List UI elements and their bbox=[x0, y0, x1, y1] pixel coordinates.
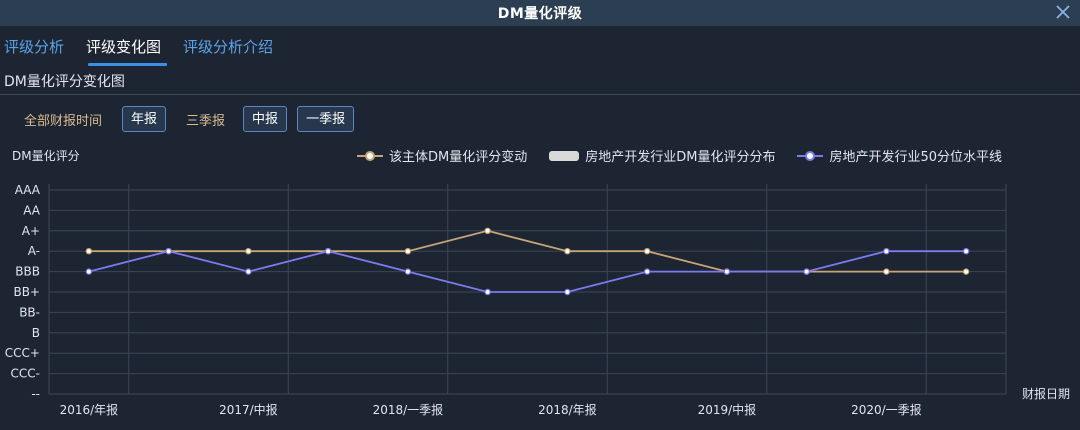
x-tick-label: 2018/年报 bbox=[538, 402, 597, 417]
y-tick-label: BB- bbox=[19, 305, 40, 319]
data-point bbox=[165, 247, 172, 255]
filter-half-year-button[interactable]: 中报 bbox=[243, 106, 288, 132]
legend-item-industry-median[interactable]: 房地产开发行业50分位水平线 bbox=[797, 146, 1002, 165]
data-point bbox=[883, 247, 890, 255]
data-point bbox=[564, 247, 571, 255]
legend-line-marker-icon bbox=[797, 150, 824, 161]
legend-label: 房地产开发行业50分位水平线 bbox=[829, 150, 1002, 165]
filter-q3[interactable]: 三季报 bbox=[186, 113, 226, 129]
legend-line-marker-icon bbox=[356, 150, 383, 161]
y-tick-label: AAA bbox=[15, 183, 41, 197]
data-point bbox=[643, 268, 651, 275]
data-point bbox=[324, 247, 332, 255]
tab-bar: 评级分析 评级变化图 评级分析介绍 bbox=[0, 30, 291, 66]
data-point bbox=[245, 247, 252, 255]
y-tick-label: CCC+ bbox=[5, 346, 40, 360]
y-tick-label: AA bbox=[23, 203, 41, 217]
data-point bbox=[883, 268, 890, 275]
y-tick-label: A+ bbox=[22, 224, 40, 238]
legend-item-industry-distribution[interactable]: 房地产开发行业DM量化评分分布 bbox=[549, 146, 775, 165]
section-title: DM量化评分变化图 bbox=[4, 74, 125, 90]
filter-annual-button[interactable]: 年报 bbox=[122, 106, 167, 132]
y-tick-label: -- bbox=[31, 387, 40, 401]
legend-label: 该主体DM量化评分变动 bbox=[388, 150, 528, 165]
filter-q1-button[interactable]: 一季报 bbox=[297, 106, 355, 132]
data-point bbox=[723, 268, 731, 275]
tab-rating-analysis-intro[interactable]: 评级分析介绍 bbox=[183, 38, 274, 56]
legend-item-subject[interactable]: 该主体DM量化评分变动 bbox=[356, 146, 528, 165]
data-point bbox=[85, 247, 93, 255]
report-period-filters: 全部财报时间 年报 三季报 中报 一季报 bbox=[24, 105, 355, 133]
data-point bbox=[803, 268, 810, 275]
data-point bbox=[404, 268, 412, 275]
data-point bbox=[723, 268, 731, 275]
y-tick-label: CCC- bbox=[11, 367, 40, 381]
close-icon[interactable] bbox=[1054, 3, 1072, 21]
x-tick-label: 2017/中报 bbox=[219, 402, 278, 417]
x-tick-label: 2016/年报 bbox=[60, 402, 119, 417]
legend-label: 房地产开发行业DM量化评分分布 bbox=[585, 150, 776, 165]
data-point bbox=[962, 268, 970, 275]
tab-rating-analysis[interactable]: 评级分析 bbox=[4, 38, 65, 56]
y-axis-label: DM量化评分 bbox=[12, 149, 80, 163]
window-title: DM量化评级 bbox=[497, 6, 583, 22]
legend-box-marker-icon bbox=[549, 150, 580, 161]
filter-all-periods[interactable]: 全部财报时间 bbox=[24, 113, 103, 129]
y-tick-label: B bbox=[32, 326, 40, 340]
data-point bbox=[165, 247, 172, 255]
data-point bbox=[803, 268, 810, 275]
y-tick-label: BB+ bbox=[13, 285, 40, 299]
series-line bbox=[88, 229, 967, 273]
data-point bbox=[484, 288, 491, 296]
divider bbox=[0, 94, 1080, 95]
series-line bbox=[88, 250, 967, 293]
x-tick-label: 2019/中报 bbox=[698, 402, 757, 417]
data-point bbox=[85, 268, 93, 275]
data-point bbox=[564, 288, 571, 296]
y-tick-label: A- bbox=[28, 244, 40, 258]
x-axis-label: 财报日期 bbox=[1022, 386, 1070, 401]
data-point bbox=[404, 247, 412, 255]
title-bar: DM量化评级 bbox=[0, 0, 1080, 26]
data-point bbox=[962, 247, 970, 255]
chart-legend: 该主体DM量化评分变动 房地产开发行业DM量化评分分布 房地产开发行业50分位水… bbox=[335, 146, 1002, 165]
data-point bbox=[324, 247, 332, 255]
y-tick-label: BBB bbox=[15, 265, 40, 279]
data-point bbox=[643, 247, 651, 255]
x-tick-label: 2020/一季报 bbox=[851, 402, 922, 417]
data-point bbox=[484, 227, 491, 234]
x-tick-label: 2018/一季报 bbox=[373, 402, 444, 417]
data-point bbox=[245, 268, 252, 275]
tab-rating-change-chart[interactable]: 评级变化图 bbox=[82, 30, 169, 66]
